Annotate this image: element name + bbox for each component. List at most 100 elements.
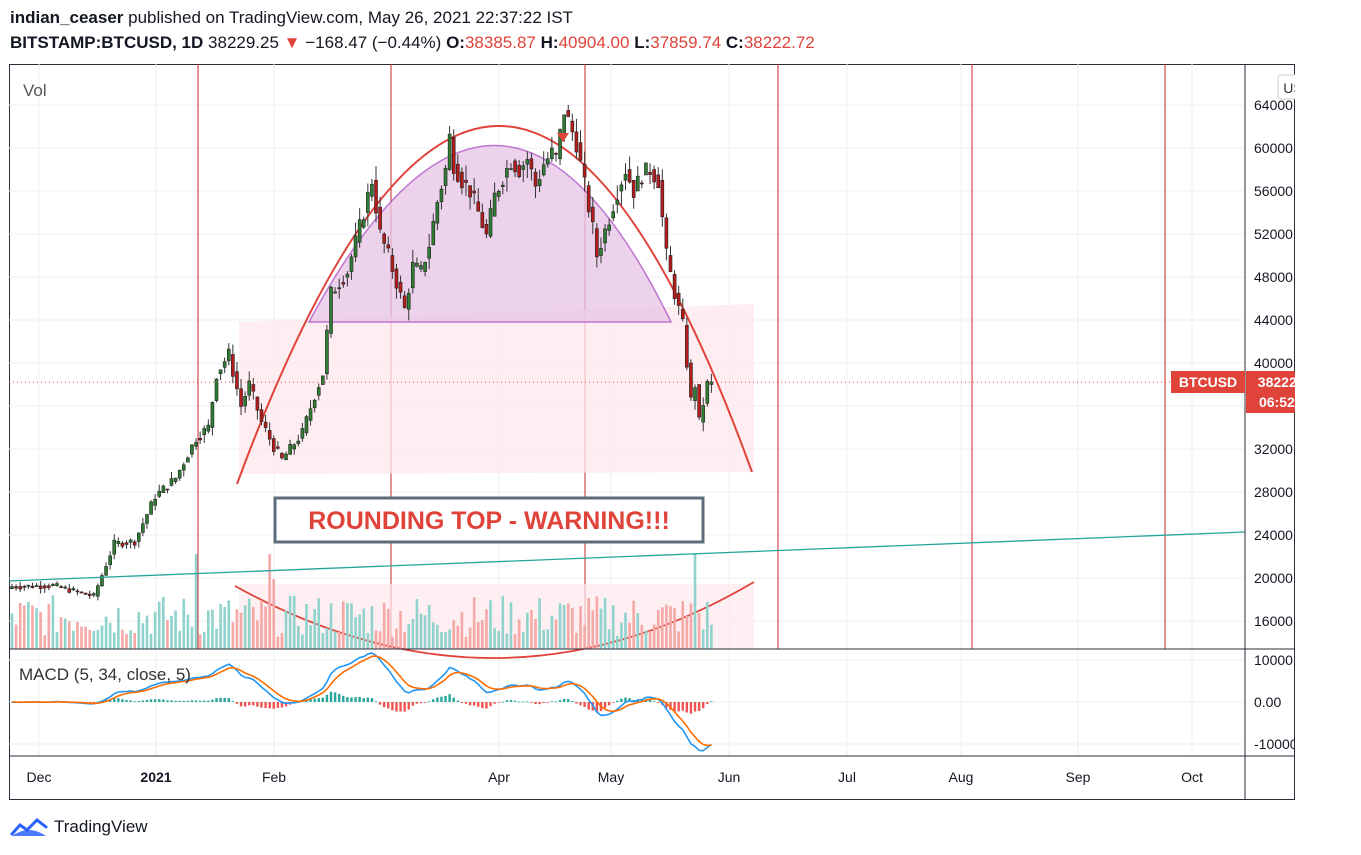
volume-bar xyxy=(88,630,92,649)
volume-bars xyxy=(10,554,713,649)
candle xyxy=(292,443,297,455)
candle-body xyxy=(308,408,313,421)
annotation-box[interactable] xyxy=(273,496,705,544)
volume-bar xyxy=(583,625,586,649)
candle xyxy=(239,379,243,416)
volume-bar xyxy=(280,632,284,649)
candle-body xyxy=(574,131,579,153)
candle xyxy=(456,154,460,183)
volume-bar xyxy=(493,627,496,649)
candle-body xyxy=(689,362,693,398)
candle xyxy=(79,591,84,594)
volume-bar xyxy=(579,606,582,649)
candle-body xyxy=(55,583,59,586)
volume-bar xyxy=(256,620,259,649)
macd-histogram-bar xyxy=(689,702,693,714)
candle xyxy=(345,271,350,287)
candle-body xyxy=(263,421,268,428)
candle xyxy=(550,136,554,162)
candle-body xyxy=(382,233,386,244)
volume-bar xyxy=(22,605,26,649)
volume-bar xyxy=(468,627,472,649)
candle-body xyxy=(325,329,329,375)
macd-histogram-bar xyxy=(493,702,496,704)
currency-button[interactable] xyxy=(1277,74,1295,100)
volume-bar xyxy=(440,631,443,649)
macd-histogram-bar xyxy=(309,699,312,702)
candle xyxy=(435,200,440,231)
macd-histogram-bar xyxy=(391,702,394,711)
macd-histogram-bar xyxy=(325,694,329,702)
volume-bar xyxy=(706,601,709,649)
volume-bar xyxy=(239,612,243,649)
candle-body xyxy=(132,541,137,546)
volume-bar xyxy=(558,603,562,649)
x-tick-label: Jun xyxy=(718,769,741,785)
candle-body xyxy=(226,348,231,362)
candlestick-series xyxy=(10,104,714,601)
macd-histogram-bar xyxy=(395,702,398,712)
candle xyxy=(190,444,194,458)
candle-body xyxy=(255,396,260,411)
candle xyxy=(406,288,411,321)
macd-histogram-bar xyxy=(612,702,615,703)
author-name[interactable]: indian_ceaser xyxy=(10,8,124,27)
candle-body xyxy=(108,555,112,565)
candle-body xyxy=(541,164,546,176)
candle xyxy=(341,275,346,288)
candle-body xyxy=(660,179,665,218)
candle xyxy=(390,248,395,279)
candle-body xyxy=(284,453,288,461)
volume-bar xyxy=(243,605,247,649)
volume-bar xyxy=(100,625,104,649)
candle-body xyxy=(451,136,456,174)
volume-bar xyxy=(386,608,390,649)
candle xyxy=(415,257,419,268)
macd-histogram-bar xyxy=(182,700,185,702)
macd-histogram-bar xyxy=(149,699,153,702)
volume-bar xyxy=(55,632,59,649)
price-badge xyxy=(1246,371,1295,413)
candle xyxy=(153,494,157,511)
chart-frame[interactable]: 64000.00 60000.00 56000.00 52000.00 48000.00… xyxy=(9,64,1295,800)
macd-histogram-bar xyxy=(522,701,525,703)
candle xyxy=(157,484,162,499)
macd-histogram-bar xyxy=(513,700,517,702)
macd-histogram-bar xyxy=(276,702,280,708)
footer-brand[interactable]: TradingView xyxy=(10,816,148,838)
candle xyxy=(496,189,501,202)
candle xyxy=(14,584,18,591)
macd-label: MACD (5, 34, close, 5) xyxy=(19,665,191,684)
volume-bar xyxy=(632,600,635,649)
candle xyxy=(423,261,427,277)
candle xyxy=(132,539,137,549)
macd-histogram-bar xyxy=(329,691,333,702)
candle-body xyxy=(366,192,370,213)
candle-body xyxy=(271,438,276,452)
candle-body xyxy=(136,532,141,542)
teal-trendline xyxy=(9,531,1246,582)
volume-bar xyxy=(170,615,173,649)
macd-histogram-bar xyxy=(260,702,263,708)
candle xyxy=(709,373,714,393)
candle-body xyxy=(513,160,517,173)
candle-body xyxy=(570,120,575,133)
macd-histogram-bar xyxy=(558,700,562,702)
candle-body xyxy=(276,446,280,449)
volume-bar xyxy=(395,628,398,649)
candle-body xyxy=(329,286,333,334)
volume-bar xyxy=(644,630,648,649)
candle-body xyxy=(112,539,117,555)
volume-bar xyxy=(530,610,533,649)
candle xyxy=(141,517,145,537)
volume-bar xyxy=(76,621,79,649)
candle-body xyxy=(644,162,648,176)
candle-body xyxy=(705,381,710,404)
candle xyxy=(656,167,661,189)
volume-bar xyxy=(202,631,206,649)
candle xyxy=(312,398,317,413)
volume-bar xyxy=(129,630,132,649)
candle-body xyxy=(550,147,554,160)
candle-body xyxy=(447,133,452,170)
volume-bar xyxy=(59,617,63,649)
